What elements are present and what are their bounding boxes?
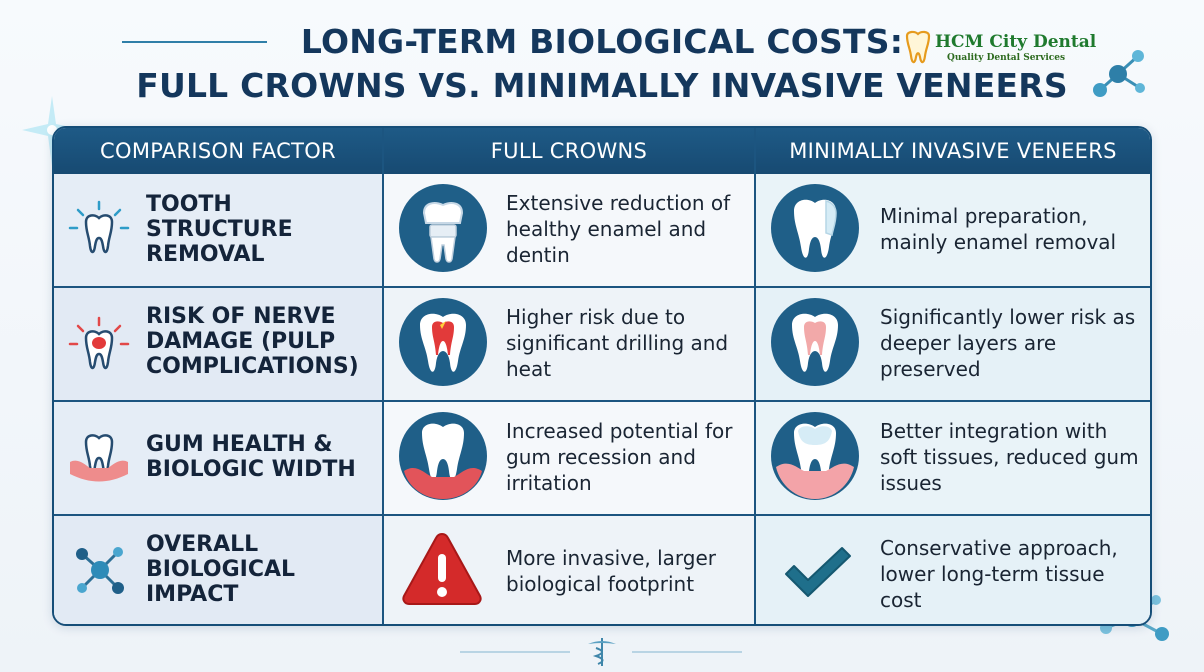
veneers-nerve-damage-text: Significantly lower risk as deeper layer… [880, 305, 1136, 381]
healthy-gum-icon [771, 412, 859, 500]
column-divider-1 [382, 128, 384, 624]
gum-recession-icon [399, 412, 487, 500]
tooth-sparkle-icon [68, 200, 130, 254]
title-decor-line [122, 41, 267, 43]
bottom-decor-line-right [632, 651, 742, 653]
title-line-2: FULL CROWNS VS. MINIMALLY INVASIVE VENEE… [136, 66, 1068, 105]
healthy-pulp-icon [771, 298, 859, 386]
veneers-gum-health-text: Better integration with soft tissues, re… [880, 419, 1139, 495]
warning-icon [402, 532, 482, 605]
factor-risk-of-nerve-damage: RISK OF NERVE DAMAGE (PULP COMPLICATIONS… [146, 304, 359, 379]
veneers-biological-impact-text: Conservative approach, lower long-term t… [880, 536, 1118, 612]
column-divider-2 [754, 128, 756, 624]
header-veneers: MINIMALLY INVASIVE VENEERS [789, 139, 1117, 163]
crown-prep-icon [399, 184, 487, 272]
inflamed-pulp-icon [399, 298, 487, 386]
bottom-decor-line [460, 651, 570, 653]
logo-name: HCM City Dental [935, 32, 1097, 52]
checkmark-icon [785, 547, 851, 597]
header-comparison-factor: COMPARISON FACTOR [100, 139, 336, 163]
nerve-pain-icon [68, 316, 130, 370]
row-divider-3 [54, 514, 1150, 516]
tooth-gum-icon [70, 434, 128, 482]
header-full-crowns: FULL CROWNS [490, 139, 648, 163]
row-divider-2 [54, 400, 1150, 402]
title-line-1: LONG-TERM BIOLOGICAL COSTS: [300, 22, 904, 61]
brand-logo: HCM City Dental Quality Dental Services [903, 30, 1096, 70]
veneers-tooth-structure-text: Minimal preparation, mainly enamel remov… [880, 204, 1117, 254]
crowns-tooth-structure-text: Extensive reduction of healthy enamel an… [506, 191, 731, 267]
molecule-decor-icon [1093, 50, 1145, 97]
factor-overall-biological-impact: OVERALL BIOLOGICAL IMPACT [146, 532, 296, 607]
page-title: LONG-TERM BIOLOGICAL COSTS: FULL CROWNS … [0, 20, 1204, 108]
table-header: COMPARISON FACTOR FULL CROWNS MINIMALLY … [54, 128, 1150, 174]
veneer-tooth-icon [771, 184, 859, 272]
row-divider-1 [54, 286, 1150, 288]
caduceus-decor-icon [588, 638, 616, 666]
crowns-gum-health-text: Increased potential for gum recession an… [506, 419, 733, 495]
molecule-icon [76, 547, 124, 594]
factor-tooth-structure-removal: TOOTH STRUCTURE REMOVAL [146, 192, 293, 267]
logo-tooth-icon [905, 30, 931, 64]
logo-tagline: Quality Dental Services [947, 53, 1066, 63]
crowns-biological-impact-text: More invasive, larger biological footpri… [506, 546, 716, 596]
factor-gum-health: GUM HEALTH & BIOLOGIC WIDTH [146, 432, 356, 482]
comparison-table: COMPARISON FACTOR FULL CROWNS MINIMALLY … [52, 126, 1152, 626]
crowns-nerve-damage-text: Higher risk due to significant drilling … [506, 305, 729, 381]
